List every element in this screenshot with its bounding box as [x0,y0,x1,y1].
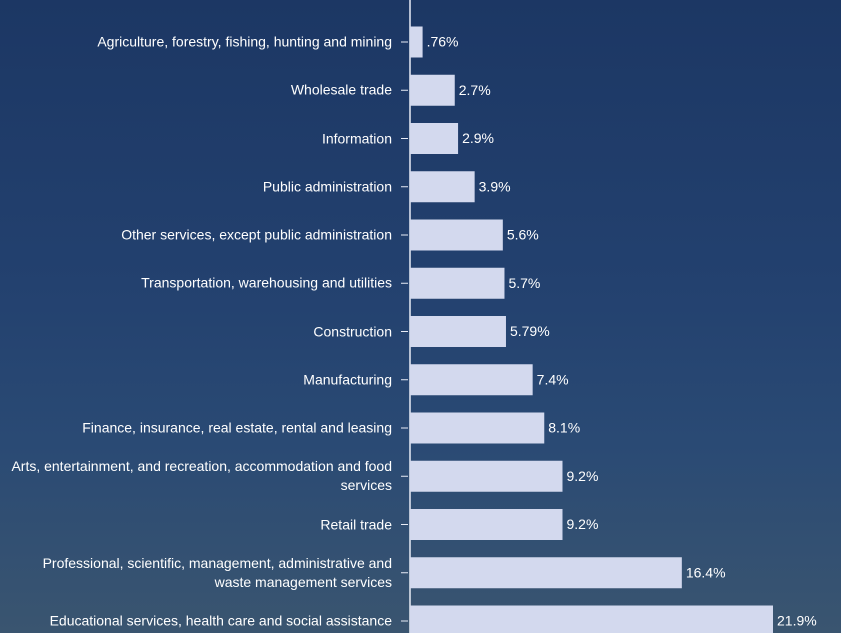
bar [410,509,563,540]
category-label: Transportation, warehousing and utilitie… [141,274,392,291]
bar [410,605,773,633]
bar [410,412,545,444]
category-label: Construction [313,323,392,339]
bar [410,557,682,589]
value-label: 7.4% [537,371,569,387]
value-label: 21.9% [777,613,817,629]
value-label: .76% [427,34,459,50]
value-label: 2.7% [459,82,491,98]
bar [410,171,475,203]
bar [410,26,423,58]
category-label: Agriculture, forestry, fishing, hunting … [97,33,392,50]
category-label: Arts, entertainment, and recreation, acc… [11,458,392,494]
value-label: 5.79% [510,323,550,339]
category-label: Wholesale trade [290,81,392,98]
category-label: Retail trade [320,516,392,532]
value-label: 3.9% [479,178,511,194]
value-label: 16.4% [686,564,726,580]
category-label: Other services, except public administra… [121,226,392,243]
category-label: Educational services, health care and so… [49,612,392,629]
category-label: Information [321,130,392,146]
category-label: Manufacturing [303,371,392,388]
value-label: 9.2% [566,468,598,484]
category-label: Public administration [262,178,392,195]
value-label: 9.2% [566,516,598,532]
bar [410,316,506,347]
value-label: 8.1% [548,420,580,436]
category-label: Finance, insurance, real estate, rental … [82,419,392,436]
bar [410,460,563,492]
value-label: 2.9% [462,130,494,146]
value-label: 5.7% [508,275,540,291]
value-label: 5.6% [507,227,539,243]
bar [410,364,533,396]
category-label: Professional, scientific, management, ad… [42,554,392,590]
bar [410,123,459,154]
bar [410,267,505,299]
bar [410,219,503,251]
bar [410,74,455,106]
